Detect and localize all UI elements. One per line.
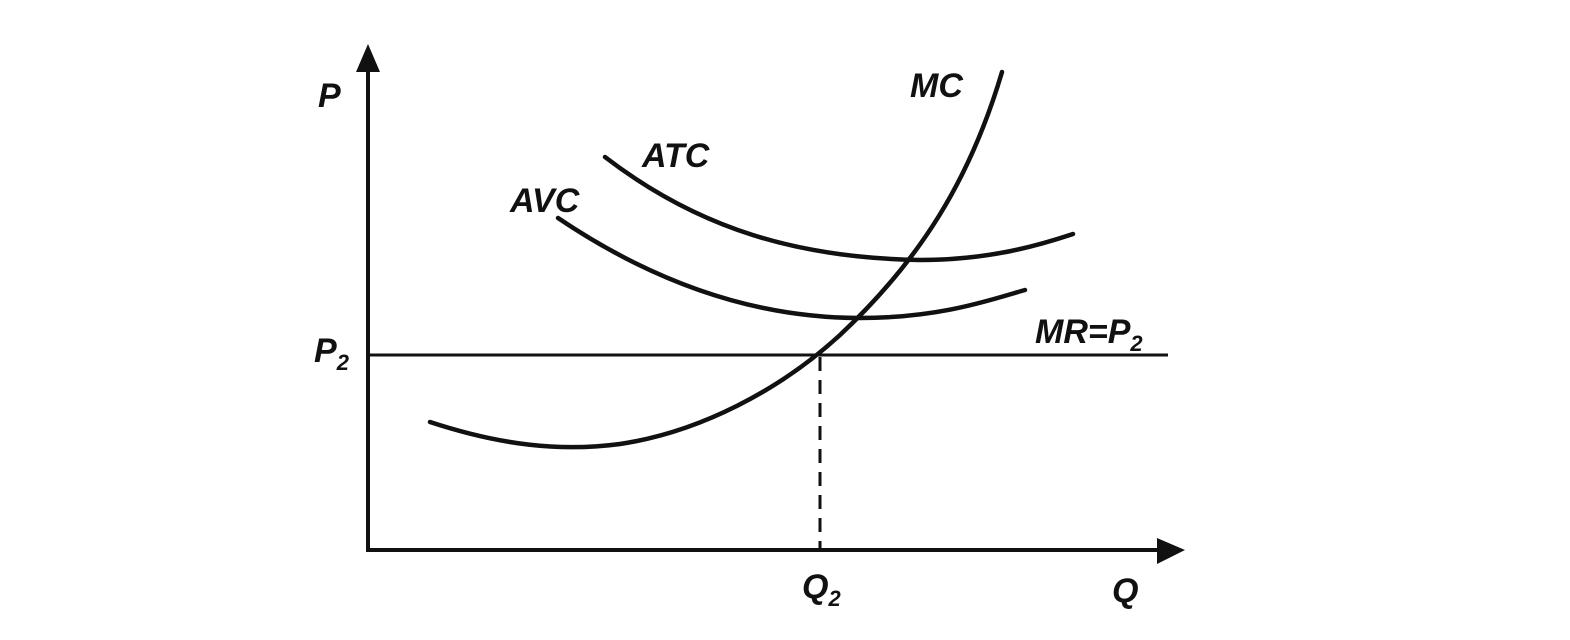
mc-curve <box>427 69 1005 450</box>
q2-main: Q <box>802 568 828 606</box>
y-axis-arrow <box>356 44 380 72</box>
mr-label: MR=P2 <box>1035 313 1143 356</box>
p2-label: P2 <box>314 332 350 375</box>
p2-sub: 2 <box>336 350 350 375</box>
atc-label: ATC <box>641 137 710 175</box>
atc-curve <box>602 154 1076 263</box>
y-axis-label: P <box>318 77 341 115</box>
mr-main: MR=P <box>1035 313 1131 351</box>
q2-label: Q2 <box>802 568 841 611</box>
mc-label: MC <box>910 67 963 105</box>
mr-sub: 2 <box>1129 331 1143 356</box>
x-axis-arrow <box>1157 538 1185 564</box>
q2-sub: 2 <box>827 586 841 611</box>
avc-curve <box>555 215 1028 321</box>
avc-label: AVC <box>509 182 580 220</box>
x-axis-label: Q <box>1112 572 1138 610</box>
p2-main: P <box>314 332 337 370</box>
